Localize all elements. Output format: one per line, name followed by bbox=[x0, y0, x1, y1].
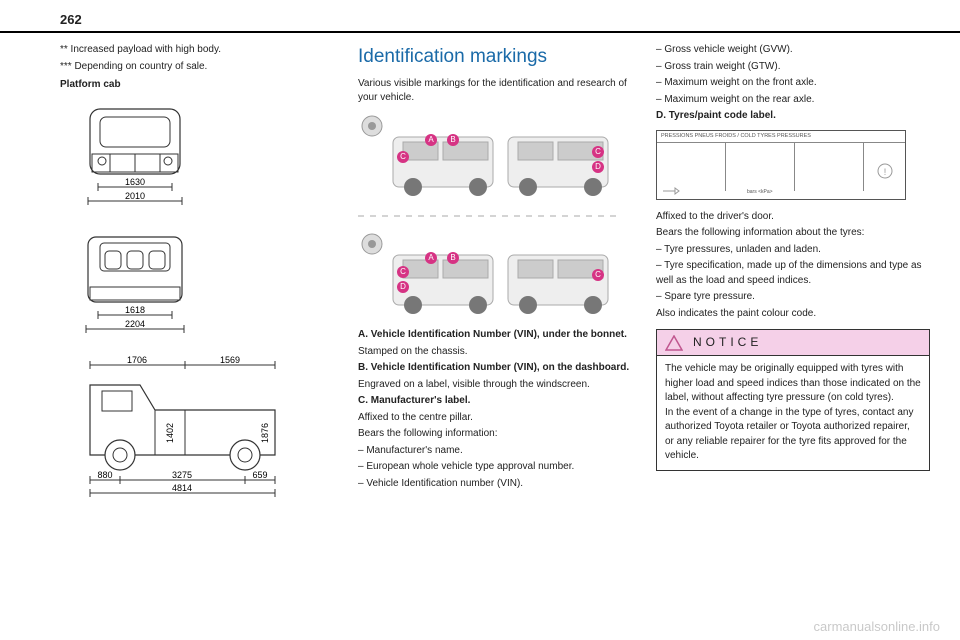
col3-p1: Affixed to the driver's door. bbox=[656, 210, 930, 225]
tyre-label-header: PRESSIONS PNEUS FROIDS / COLD TYRES PRES… bbox=[657, 131, 905, 144]
col3-p2: Bears the following information about th… bbox=[656, 226, 930, 241]
column-1: ** Increased payload with high body. ***… bbox=[60, 43, 334, 513]
notice-header: NOTICE bbox=[657, 330, 929, 356]
svg-text:C: C bbox=[595, 270, 601, 279]
col3-tli1: – Tyre pressures, unladen and laden. bbox=[656, 243, 930, 258]
svg-text:880: 880 bbox=[97, 470, 112, 480]
warning-icon bbox=[665, 335, 683, 351]
item-c-body2: Bears the following information: bbox=[358, 427, 632, 442]
item-d-head: D. Tyres/paint code label. bbox=[656, 109, 930, 124]
item-c-body1: Affixed to the centre pillar. bbox=[358, 411, 632, 426]
svg-text:C: C bbox=[400, 267, 406, 276]
svg-text:1630: 1630 bbox=[125, 177, 145, 187]
col3-li1: – Gross vehicle weight (GVW). bbox=[656, 43, 930, 58]
watermark: carmanualsonline.info bbox=[814, 619, 940, 634]
svg-text:!: ! bbox=[884, 167, 887, 177]
notice-title: NOTICE bbox=[693, 334, 762, 351]
svg-text:1706: 1706 bbox=[127, 355, 147, 365]
svg-text:2204: 2204 bbox=[125, 319, 145, 329]
item-c-li1: – Manufacturer's name. bbox=[358, 444, 632, 459]
col3-li4: – Maximum weight on the rear axle. bbox=[656, 93, 930, 108]
platform-cab-heading: Platform cab bbox=[60, 78, 334, 93]
svg-text:2010: 2010 bbox=[125, 191, 145, 201]
diagram-rear-view: 1618 2204 bbox=[60, 227, 334, 347]
diagram-front-view: 1630 2010 bbox=[60, 99, 334, 219]
svg-text:D: D bbox=[400, 282, 406, 291]
column-2: Identification markings Various visible … bbox=[358, 43, 632, 513]
diagram-id-markings-top: A B C C D bbox=[358, 112, 632, 202]
notice-box: NOTICE The vehicle may be originally equ… bbox=[656, 329, 930, 471]
col3-tli2: – Tyre specification, made up of the dim… bbox=[656, 259, 930, 288]
svg-text:B: B bbox=[450, 135, 455, 144]
svg-text:3275: 3275 bbox=[172, 470, 192, 480]
svg-text:1876: 1876 bbox=[260, 422, 270, 442]
svg-text:1569: 1569 bbox=[220, 355, 240, 365]
footnote-2: *** Depending on country of sale. bbox=[60, 60, 334, 75]
footnote-1: ** Increased payload with high body. bbox=[60, 43, 334, 58]
item-c-li3: – Vehicle Identification number (VIN). bbox=[358, 477, 632, 492]
item-c-li2: – European whole vehicle type approval n… bbox=[358, 460, 632, 475]
svg-text:659: 659 bbox=[252, 470, 267, 480]
item-a-body: Stamped on the chassis. bbox=[358, 345, 632, 360]
tyre-pressure-label: PRESSIONS PNEUS FROIDS / COLD TYRES PRES… bbox=[656, 130, 906, 200]
content-columns: ** Increased payload with high body. ***… bbox=[0, 43, 960, 513]
svg-text:A: A bbox=[428, 253, 434, 262]
svg-text:C: C bbox=[595, 147, 601, 156]
diagram-side-view: 1706 1569 1402 1876 bbox=[60, 355, 334, 505]
item-a-head: A. Vehicle Identification Number (VIN), … bbox=[358, 328, 632, 343]
svg-text:1618: 1618 bbox=[125, 305, 145, 315]
item-b-body: Engraved on a label, visible through the… bbox=[358, 378, 632, 393]
svg-text:D: D bbox=[595, 162, 601, 171]
section-title: Identification markings bbox=[358, 43, 632, 71]
tyre-bars-label: bars <kPa> bbox=[747, 189, 773, 196]
col3-tli3: – Spare tyre pressure. bbox=[656, 290, 930, 305]
notice-body: The vehicle may be originally equipped w… bbox=[657, 356, 929, 470]
svg-text:C: C bbox=[400, 152, 406, 161]
col3-li3: – Maximum weight on the front axle. bbox=[656, 76, 930, 91]
column-3: – Gross vehicle weight (GVW). – Gross tr… bbox=[656, 43, 930, 513]
diagram-id-markings-bottom: A B C D C bbox=[358, 230, 632, 320]
col3-li2: – Gross train weight (GTW). bbox=[656, 60, 930, 75]
col3-p3: Also indicates the paint colour code. bbox=[656, 307, 930, 322]
intro-text: Various visible markings for the identif… bbox=[358, 77, 632, 106]
item-b-head: B. Vehicle Identification Number (VIN), … bbox=[358, 361, 632, 376]
svg-text:1402: 1402 bbox=[165, 422, 175, 442]
svg-text:4814: 4814 bbox=[172, 483, 192, 493]
svg-text:B: B bbox=[450, 253, 455, 262]
item-c-head: C. Manufacturer's label. bbox=[358, 394, 632, 409]
svg-text:A: A bbox=[428, 135, 434, 144]
page-number: 262 bbox=[0, 0, 960, 33]
